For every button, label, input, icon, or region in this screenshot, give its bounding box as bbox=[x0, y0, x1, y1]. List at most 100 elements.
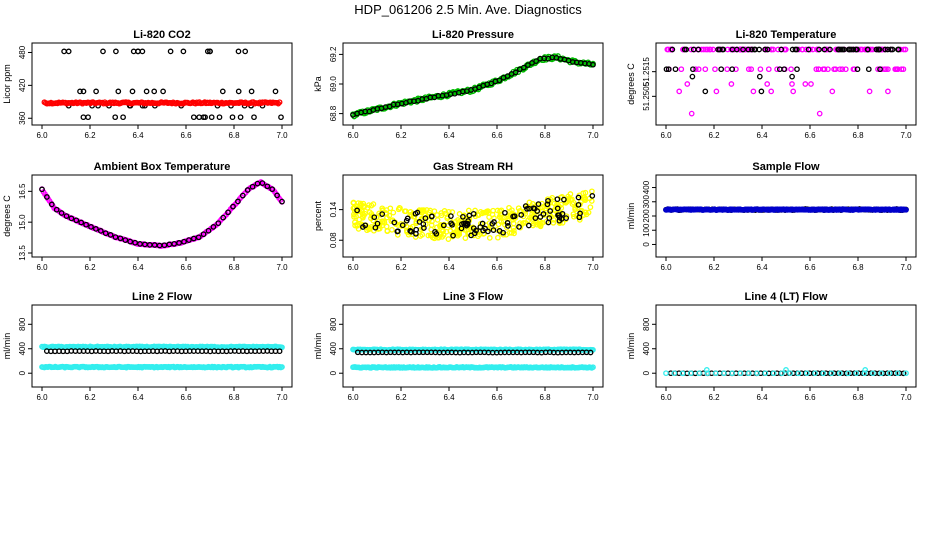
data-point-raw bbox=[789, 73, 795, 80]
x-tick-label: 6.2 bbox=[84, 131, 96, 140]
data-point-averaged bbox=[894, 370, 901, 377]
data-point-averaged bbox=[729, 370, 736, 377]
data-point-raw bbox=[207, 48, 213, 55]
x-tick-label: 7.0 bbox=[900, 131, 912, 140]
data-point-averaged bbox=[712, 66, 718, 73]
data-point-raw bbox=[208, 114, 215, 121]
data-point-averaged bbox=[845, 370, 851, 377]
data-point-averaged bbox=[428, 222, 435, 228]
data-point-averaged bbox=[775, 46, 781, 53]
data-point-raw bbox=[716, 46, 723, 53]
data-point-raw bbox=[504, 220, 511, 226]
data-point-raw bbox=[854, 46, 860, 53]
data-point-averaged bbox=[494, 207, 501, 214]
x-tick-label: 6.4 bbox=[443, 131, 455, 140]
data-point-spikes bbox=[783, 367, 789, 373]
data-point-raw bbox=[845, 46, 852, 53]
data-point-raw bbox=[525, 62, 531, 68]
data-point-averaged bbox=[389, 226, 395, 233]
y-tick-label: 69.2 bbox=[329, 46, 338, 62]
data-point-averaged bbox=[704, 46, 711, 53]
chart-line2: Line 2 Flow ml/min 6.0 6.2 6.4 6.6 6.8 7.0 0 400 8… bbox=[2, 291, 293, 402]
data-point-raw bbox=[838, 46, 844, 53]
x-tick-label: 6.2 bbox=[395, 263, 407, 272]
data-point-raw bbox=[394, 228, 401, 235]
data-point-raw bbox=[524, 206, 530, 212]
y-axis-label: percent bbox=[313, 200, 323, 231]
data-point-averaged bbox=[713, 88, 720, 95]
data-point-averaged bbox=[671, 370, 678, 377]
data-point-raw bbox=[229, 114, 236, 121]
y-tick-label: 15.0 bbox=[18, 214, 27, 230]
x-tick-label: 7.0 bbox=[276, 131, 288, 140]
data-point-averaged bbox=[519, 221, 525, 227]
x-tick-label: 6.4 bbox=[443, 393, 455, 402]
data-point-raw bbox=[496, 77, 503, 84]
x-tick-label: 6.2 bbox=[708, 263, 720, 272]
data-point-raw bbox=[58, 210, 65, 216]
data-point-raw bbox=[413, 230, 419, 237]
x-tick-label: 6.0 bbox=[36, 393, 48, 402]
data-point-raw bbox=[248, 88, 255, 95]
data-point-averaged bbox=[587, 204, 594, 211]
data-point-raw bbox=[821, 46, 828, 53]
x-tick-label: 7.0 bbox=[587, 393, 599, 402]
data-point-raw bbox=[354, 207, 360, 214]
data-point-raw bbox=[276, 348, 283, 355]
data-point-raw bbox=[805, 46, 812, 53]
data-point-averaged bbox=[567, 191, 574, 197]
data-point-averaged bbox=[745, 370, 752, 377]
data-point-raw bbox=[97, 228, 104, 234]
data-point-raw bbox=[160, 88, 166, 95]
chart-line3: Line 3 Flow ml/min 6.0 6.2 6.4 6.6 6.8 7.0 0 400 8… bbox=[313, 291, 604, 402]
data-point-raw bbox=[422, 215, 429, 222]
data-point-averaged bbox=[539, 200, 545, 207]
data-point-averaged bbox=[387, 205, 394, 212]
y-tick-label: 400 bbox=[18, 342, 27, 356]
data-point-averaged bbox=[828, 370, 835, 377]
data-point-averaged bbox=[445, 236, 452, 242]
data-point-raw bbox=[379, 211, 386, 217]
data-point-raw bbox=[176, 240, 182, 246]
chart-title: Sample Flow bbox=[752, 161, 820, 173]
data-point-raw bbox=[180, 48, 187, 55]
data-point-averaged bbox=[539, 208, 546, 214]
y-tick-label: 480 bbox=[18, 45, 27, 59]
data-point-averaged bbox=[368, 211, 375, 217]
data-point-averaged bbox=[861, 370, 868, 377]
data-point-averaged bbox=[423, 207, 430, 213]
y-tick-label: 0 bbox=[642, 370, 651, 375]
data-point-raw bbox=[190, 114, 197, 121]
x-tick-label: 6.6 bbox=[491, 131, 503, 140]
data-point-raw bbox=[756, 73, 763, 80]
data-point-averaged bbox=[572, 204, 578, 211]
data-point-raw bbox=[702, 88, 709, 95]
data-point-raw bbox=[531, 205, 538, 212]
y-tick-label: 13.5 bbox=[18, 245, 27, 261]
data-point-averaged bbox=[498, 219, 505, 225]
data-point-spikes bbox=[703, 367, 710, 373]
data-point-raw bbox=[854, 66, 861, 73]
y-tick-label: 69.0 bbox=[329, 76, 338, 92]
data-point-raw bbox=[540, 211, 547, 217]
data-point-raw bbox=[200, 114, 207, 121]
data-point-averaged bbox=[443, 228, 450, 235]
data-point-raw bbox=[88, 224, 94, 230]
data-point-averaged bbox=[748, 66, 755, 73]
plot-frame bbox=[655, 42, 917, 126]
plot-frame bbox=[31, 304, 293, 388]
data-point-averaged bbox=[384, 228, 391, 235]
data-point-raw bbox=[554, 205, 561, 212]
data-point-averaged bbox=[829, 88, 836, 95]
data-point-raw bbox=[186, 237, 192, 243]
data-point-raw bbox=[421, 225, 427, 231]
data-point-raw bbox=[794, 66, 800, 73]
data-point-raw bbox=[535, 201, 542, 207]
data-point-raw bbox=[477, 224, 484, 230]
data-point-averaged bbox=[394, 232, 401, 238]
chart-title: Line 3 Flow bbox=[443, 291, 503, 303]
y-tick-label: 800 bbox=[329, 317, 338, 331]
x-tick-label: 6.8 bbox=[539, 131, 551, 140]
data-point-raw bbox=[68, 215, 75, 222]
y-tick-label: 0 bbox=[18, 370, 27, 375]
